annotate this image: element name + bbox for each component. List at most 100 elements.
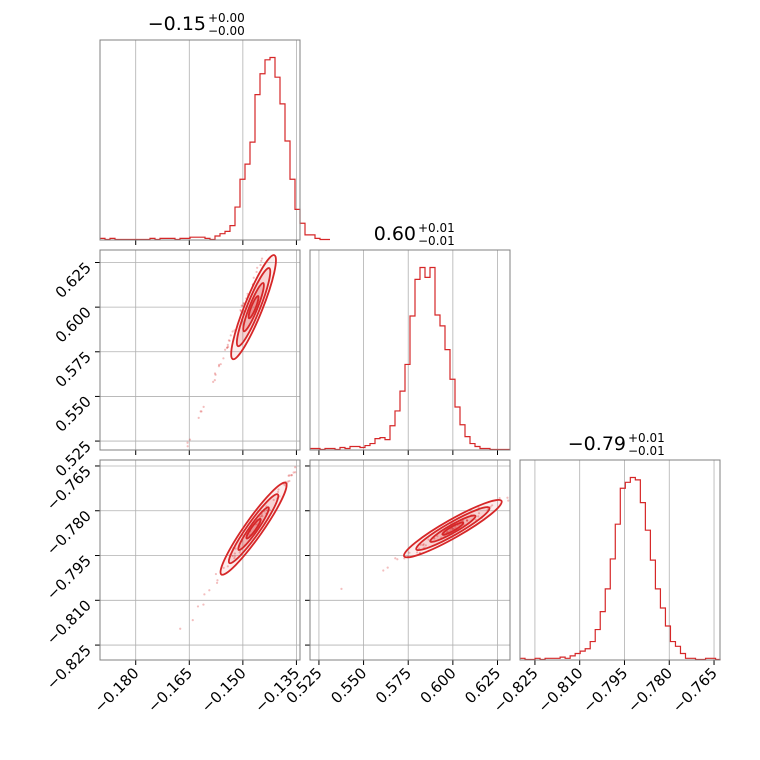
sample-point: [226, 565, 229, 568]
sample-point: [313, 442, 315, 444]
sample-point: [199, 410, 202, 413]
sample-point: [233, 556, 236, 560]
param-title-1: 0.60 +0.01−0.01: [374, 221, 455, 248]
sample-point: [386, 566, 389, 569]
contour-level: [429, 514, 477, 543]
param-title-0: −0.15 +0.00−0.00: [148, 11, 245, 38]
sample-point: [491, 504, 494, 507]
title-plus: +0.01: [418, 221, 455, 235]
sample-point: [227, 345, 230, 348]
contour-level: [441, 521, 465, 536]
sample-point: [294, 466, 297, 469]
param-title-2: −0.79 +0.01−0.01: [568, 431, 665, 458]
sample-point: [507, 499, 510, 502]
scatter-panel-0-2: [95, 442, 315, 665]
title-value: −0.79: [568, 433, 626, 455]
sample-point: [396, 558, 399, 561]
sample-point: [273, 227, 275, 229]
sample-point: [226, 346, 229, 349]
scatter-content: [340, 488, 526, 590]
sample-point: [275, 222, 277, 224]
sample-point: [416, 551, 419, 554]
sample-point: [238, 551, 241, 554]
scatter-panel-0-1: [95, 145, 307, 455]
sample-point: [382, 569, 385, 572]
y-tick-label: −0.795: [43, 552, 95, 604]
sample-point: [299, 457, 301, 459]
sample-point: [266, 246, 268, 248]
contour-level: [247, 295, 260, 320]
sample-point: [215, 581, 219, 584]
x-tick-label: −0.810: [535, 664, 587, 716]
sample-point: [260, 257, 264, 260]
sample-point: [474, 518, 477, 521]
density-contours: [403, 499, 503, 559]
contour-level: [227, 493, 280, 565]
sample-point: [465, 519, 469, 522]
sample-point: [261, 515, 264, 518]
sample-point: [222, 566, 225, 570]
x-tick-label: 0.550: [327, 664, 370, 707]
sample-point: [280, 208, 282, 210]
sample-point: [265, 247, 267, 249]
sample-point: [421, 544, 425, 547]
sample-point: [278, 216, 280, 218]
sample-point: [255, 270, 258, 274]
sample-point: [277, 488, 280, 491]
sample-point: [231, 330, 234, 333]
x-tick-label: −0.150: [198, 664, 250, 716]
sample-point: [242, 302, 245, 305]
sample-point: [524, 488, 526, 490]
sample-point: [272, 498, 275, 502]
histogram-line: [520, 476, 721, 661]
sample-point: [266, 246, 268, 248]
sample-point: [234, 547, 237, 550]
sample-point: [275, 227, 277, 229]
sample-point: [433, 537, 436, 540]
y-tick-label: −0.780: [43, 507, 95, 559]
sample-point: [461, 519, 465, 523]
contour-level: [230, 254, 277, 361]
sample-point: [290, 474, 293, 477]
sample-point: [287, 474, 290, 477]
sample-point: [288, 479, 291, 483]
sample-point: [450, 527, 454, 530]
sample-point: [216, 579, 219, 582]
scatter-content: [179, 442, 315, 630]
sample-point: [259, 263, 262, 267]
sample-point: [305, 145, 307, 147]
panel-frame: [99, 459, 301, 661]
sample-point: [301, 453, 303, 455]
sample-point: [260, 259, 263, 262]
contour-level: [235, 267, 272, 348]
sample-point: [240, 304, 243, 307]
sample-point: [273, 224, 275, 226]
x-tick-label: −0.780: [624, 664, 676, 716]
sample-point: [280, 212, 282, 214]
sample-point: [465, 519, 469, 522]
title-plus: +0.00: [208, 11, 245, 25]
x-tick-label: −0.180: [91, 664, 143, 716]
sample-point: [226, 343, 229, 346]
panel-frame: [99, 249, 301, 451]
sample-point: [300, 456, 302, 458]
sample-point: [214, 373, 217, 376]
sample-point: [255, 523, 258, 526]
sample-point: [203, 593, 206, 596]
sample-point: [239, 308, 242, 312]
sample-point: [477, 515, 480, 518]
sample-point: [265, 508, 268, 512]
sample-point: [213, 372, 217, 375]
title-minus: −0.01: [628, 444, 665, 458]
sample-point: [197, 416, 200, 419]
sample-point: [214, 572, 218, 576]
sample-point: [222, 357, 225, 360]
sample-point: [446, 530, 449, 533]
density-contours: [230, 254, 277, 361]
sample-point: [283, 483, 286, 486]
sample-point: [188, 438, 192, 441]
y-tick-label: 0.575: [52, 348, 95, 391]
sample-point: [281, 208, 283, 210]
